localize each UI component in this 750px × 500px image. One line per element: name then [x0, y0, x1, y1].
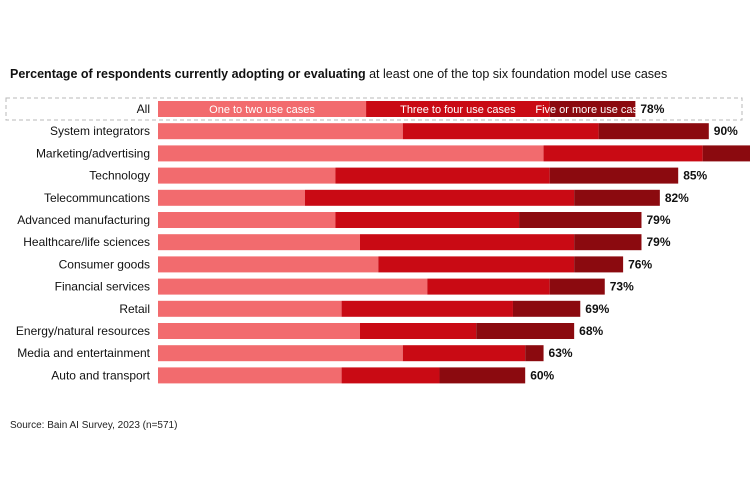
bar-segment: [574, 256, 624, 273]
total-label: 79%: [646, 213, 670, 227]
bar-segment: [598, 123, 709, 140]
category-label: Advanced manufacturing: [17, 213, 150, 227]
bar-segment: [549, 278, 605, 295]
bar-segment: [427, 278, 550, 295]
total-label: 82%: [665, 191, 689, 205]
category-label: Consumer goods: [59, 257, 150, 271]
legend-label: Five or more use cases: [535, 104, 650, 116]
total-label: 90%: [714, 124, 738, 138]
category-label: Media and entertainment: [17, 346, 150, 360]
bar-segment: [378, 256, 575, 273]
category-label: Marketing/advertising: [36, 146, 150, 160]
category-label: System integrators: [50, 124, 150, 138]
bar-segment: [304, 189, 575, 206]
bar-segment: [525, 345, 544, 362]
bar-segment: [341, 367, 440, 384]
total-label: 85%: [683, 169, 707, 183]
total-label: 60%: [530, 368, 554, 382]
category-label: Financial services: [55, 280, 150, 294]
category-label: Retail: [119, 302, 150, 316]
bar-segment: [335, 167, 550, 184]
bar-segment: [549, 101, 636, 117]
bar-segment: [543, 145, 703, 162]
bar-segment: [512, 300, 581, 317]
all-row-highlight-box: [5, 97, 743, 121]
total-label: 78%: [640, 102, 664, 116]
total-label: 76%: [628, 257, 652, 271]
bar-segment: [359, 234, 575, 251]
chart-title: Percentage of respondents currently adop…: [10, 66, 740, 82]
bar-segment: [158, 123, 403, 140]
bar-segment: [402, 345, 526, 362]
total-label: 68%: [579, 324, 603, 338]
category-label: Telecommuncations: [44, 191, 150, 205]
bar-segment: [158, 367, 342, 384]
bar-segment: [158, 300, 342, 317]
bar-segment: [158, 345, 403, 362]
total-label: 63%: [549, 346, 573, 360]
legend-label: One to two use cases: [209, 104, 315, 116]
legend-label: Three to four use cases: [400, 104, 516, 116]
chart-title-rest: at least one of the top six foundation m…: [369, 67, 668, 81]
category-label: All: [137, 102, 150, 116]
bar-segment: [702, 145, 750, 162]
bar-segment: [341, 300, 513, 317]
category-label: Auto and transport: [51, 368, 150, 382]
bar-segment: [335, 212, 520, 228]
source-note: Source: Bain AI Survey, 2023 (n=571): [10, 420, 178, 431]
bar-segment: [158, 278, 428, 295]
total-label: 69%: [585, 302, 609, 316]
bar-segment: [402, 123, 599, 140]
bar-segment: [366, 101, 550, 117]
bar-segment: [158, 167, 336, 184]
bar-segment: [519, 212, 642, 228]
category-label: Healthcare/life sciences: [23, 235, 150, 249]
bar-segment: [158, 101, 367, 117]
total-label: 79%: [646, 235, 670, 249]
bar-segment: [158, 189, 305, 206]
bar-segment: [359, 323, 477, 339]
total-label: 73%: [610, 280, 634, 294]
bar-segment: [158, 234, 360, 251]
bar-segment: [574, 189, 660, 206]
bar-segment: [439, 367, 526, 384]
bar-segment: [158, 323, 360, 339]
category-label: Technology: [89, 169, 150, 183]
bar-segment: [158, 256, 379, 273]
chart-title-bold: Percentage of respondents currently adop…: [10, 67, 366, 81]
bar-segment: [158, 145, 544, 162]
bar-segment: [158, 212, 336, 228]
category-label: Energy/natural resources: [16, 324, 150, 338]
bar-segment: [574, 234, 642, 251]
bar-segment: [549, 167, 679, 184]
bar-segment: [476, 323, 575, 339]
